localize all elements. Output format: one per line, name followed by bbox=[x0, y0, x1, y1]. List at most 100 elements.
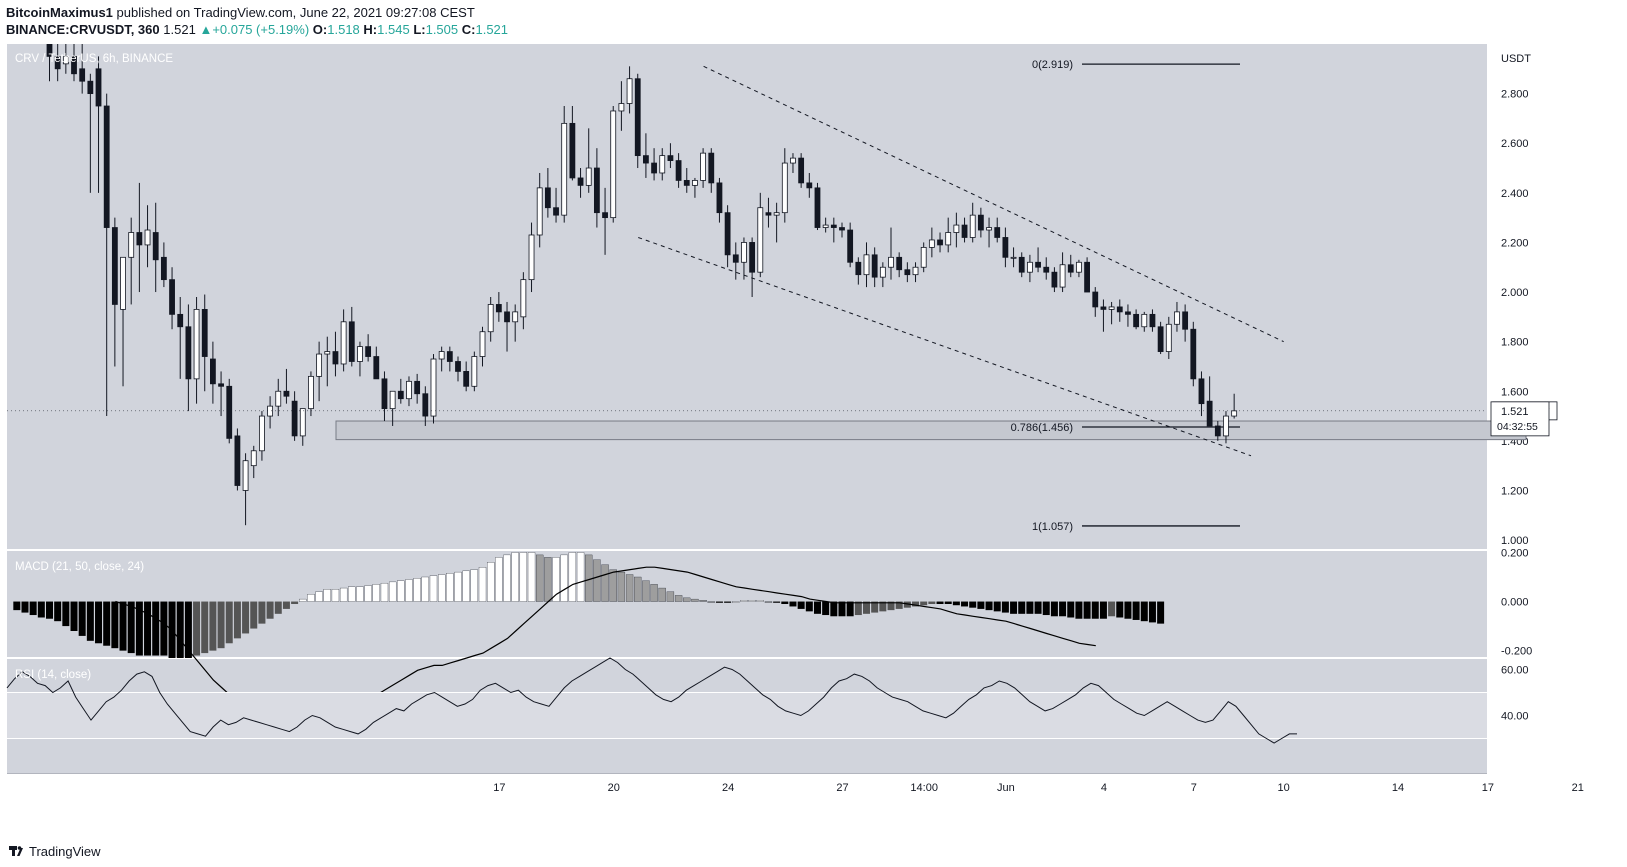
candle bbox=[373, 346, 380, 380]
price-tick-label: 2.200 bbox=[1501, 237, 1529, 249]
candle-body bbox=[765, 212, 772, 216]
candle bbox=[1108, 301, 1115, 325]
candle bbox=[348, 306, 355, 367]
macd-histogram-bar bbox=[789, 601, 797, 607]
chart-header: BitcoinMaximus1 published on TradingView… bbox=[0, 0, 1627, 44]
macd-histogram-bar bbox=[86, 601, 94, 641]
macd-histogram-bar bbox=[781, 601, 789, 604]
up-arrow-icon: ▲ bbox=[199, 22, 213, 37]
macd-histogram-bar bbox=[37, 601, 45, 618]
author-name[interactable]: BitcoinMaximus1 bbox=[6, 5, 113, 20]
candle-body bbox=[986, 227, 992, 231]
macd-histogram-bar bbox=[1026, 601, 1034, 614]
candle bbox=[741, 237, 747, 280]
macd-label: MACD (21, 50, close, 24) bbox=[15, 561, 144, 573]
candle-body bbox=[1133, 313, 1140, 328]
chart-canvas[interactable]: 1.0001.2001.4001.6001.8002.0002.2002.400… bbox=[0, 44, 1627, 837]
candle-body bbox=[1116, 306, 1123, 313]
fib-level-label: 0.786(1.456) bbox=[1011, 422, 1073, 434]
x-tick-label: 21 bbox=[1572, 782, 1584, 794]
candle bbox=[814, 182, 821, 231]
candle bbox=[692, 177, 698, 198]
price-tick-label: 2.400 bbox=[1501, 188, 1529, 200]
candle-body bbox=[847, 229, 854, 263]
candle-body bbox=[103, 105, 110, 228]
macd-histogram-bar bbox=[1091, 601, 1099, 619]
macd-histogram-bar bbox=[103, 601, 111, 646]
candle bbox=[1018, 252, 1025, 278]
candle-body bbox=[953, 224, 960, 233]
candle bbox=[381, 371, 388, 422]
price-tick-label: 2.600 bbox=[1501, 138, 1529, 150]
macd-histogram-bar bbox=[952, 601, 960, 606]
candle bbox=[275, 378, 282, 417]
candle bbox=[1165, 316, 1172, 360]
macd-histogram-bar bbox=[1010, 601, 1018, 614]
candle-body bbox=[332, 351, 339, 365]
candle bbox=[618, 81, 625, 131]
candle bbox=[1206, 376, 1213, 427]
macd-histogram-bar bbox=[111, 601, 119, 649]
candle bbox=[839, 222, 845, 238]
candle bbox=[209, 341, 216, 404]
candle bbox=[781, 148, 788, 223]
macd-histogram-bar bbox=[879, 601, 887, 612]
footer: TradingView bbox=[0, 837, 1627, 867]
candle bbox=[226, 378, 233, 444]
candle bbox=[879, 262, 886, 288]
candle-body bbox=[152, 232, 159, 261]
macd-histogram-bar bbox=[135, 601, 143, 656]
candle-body bbox=[1059, 264, 1066, 288]
candle bbox=[62, 44, 69, 74]
candle bbox=[185, 304, 192, 412]
candle-body bbox=[234, 435, 241, 486]
macd-histogram-bar bbox=[46, 601, 53, 619]
macd-histogram-bar bbox=[674, 595, 683, 602]
macd-tick-label: 0.000 bbox=[1501, 597, 1529, 609]
candle-body bbox=[675, 160, 682, 181]
candle bbox=[749, 237, 756, 297]
candle bbox=[1182, 304, 1189, 342]
price-tick-label: 1.200 bbox=[1501, 485, 1529, 497]
macd-histogram-bar bbox=[724, 601, 732, 603]
candle-body bbox=[348, 321, 355, 362]
candle-body bbox=[757, 207, 764, 273]
candle bbox=[855, 257, 862, 285]
x-tick-label: Jun bbox=[997, 782, 1015, 794]
candle-body bbox=[806, 182, 813, 189]
candle-body bbox=[561, 122, 568, 216]
macd-histogram-bar bbox=[1099, 601, 1107, 619]
candle-body bbox=[324, 351, 331, 355]
tradingview-logo-text: TradingView bbox=[29, 843, 101, 859]
candle-body bbox=[626, 78, 633, 104]
macd-histogram-bar bbox=[119, 601, 127, 651]
macd-histogram-bar bbox=[732, 601, 740, 603]
candle-body bbox=[1027, 261, 1033, 273]
macd-histogram-bar bbox=[470, 569, 478, 602]
macd-histogram-bar bbox=[585, 554, 593, 602]
candle-body bbox=[373, 356, 380, 380]
symbol-info[interactable]: BINANCE:CRVUSDT, 360 bbox=[6, 22, 160, 37]
candle bbox=[961, 217, 968, 243]
x-tick-label: 27 bbox=[836, 782, 848, 794]
candle-body bbox=[397, 390, 404, 400]
candle bbox=[683, 168, 690, 193]
candle bbox=[438, 346, 445, 372]
macd-histogram-bar bbox=[348, 586, 356, 602]
candle bbox=[389, 390, 396, 426]
candle-body bbox=[471, 356, 478, 387]
rsi-line bbox=[6, 657, 1297, 744]
rsi-tick-label: 60.00 bbox=[1501, 665, 1529, 677]
candle-body bbox=[585, 167, 592, 186]
candle-body bbox=[463, 371, 470, 387]
macd-histogram-bar bbox=[95, 601, 103, 644]
macd-histogram-bar bbox=[258, 601, 266, 624]
chart-area[interactable]: 1.000 1.200 1.400 1.600 1.800 2.000 2.200 2.400… bbox=[0, 44, 1627, 837]
candle bbox=[1190, 321, 1197, 387]
macd-histogram-bar bbox=[985, 601, 993, 611]
macd-histogram-bar bbox=[773, 601, 781, 603]
x-tick-label: 24 bbox=[722, 782, 734, 794]
candle bbox=[332, 331, 339, 377]
macd-histogram-bar bbox=[323, 589, 331, 602]
tradingview-logo[interactable]: TradingView bbox=[8, 843, 101, 859]
